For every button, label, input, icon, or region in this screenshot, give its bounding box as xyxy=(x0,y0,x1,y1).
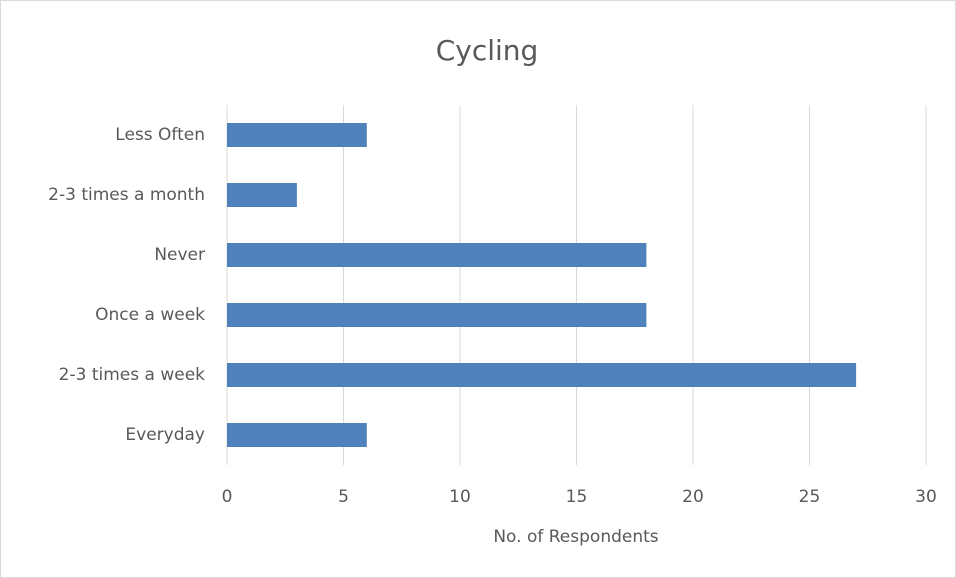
y-tick-label: Never xyxy=(154,245,205,265)
chart-title: Cycling xyxy=(436,34,539,67)
x-tick-label: 15 xyxy=(566,487,588,507)
y-tick-label: 2-3 times a week xyxy=(59,365,205,385)
bar xyxy=(227,363,857,387)
bar xyxy=(227,303,647,327)
bar xyxy=(227,183,297,207)
y-tick-label: Once a week xyxy=(95,305,205,325)
x-tick-label: 0 xyxy=(222,487,233,507)
bar xyxy=(227,423,367,447)
x-tick-label: 25 xyxy=(799,487,821,507)
x-tick-label: 5 xyxy=(338,487,349,507)
x-tick-label: 30 xyxy=(915,487,937,507)
y-tick-label: 2-3 times a month xyxy=(48,185,205,205)
bar xyxy=(227,243,647,267)
x-tick-label: 20 xyxy=(682,487,704,507)
y-tick-label: Everyday xyxy=(125,425,205,445)
bar xyxy=(227,123,367,147)
x-tick-label: 10 xyxy=(449,487,471,507)
x-axis-title: No. of Respondents xyxy=(493,527,658,547)
y-tick-label: Less Often xyxy=(115,125,205,145)
